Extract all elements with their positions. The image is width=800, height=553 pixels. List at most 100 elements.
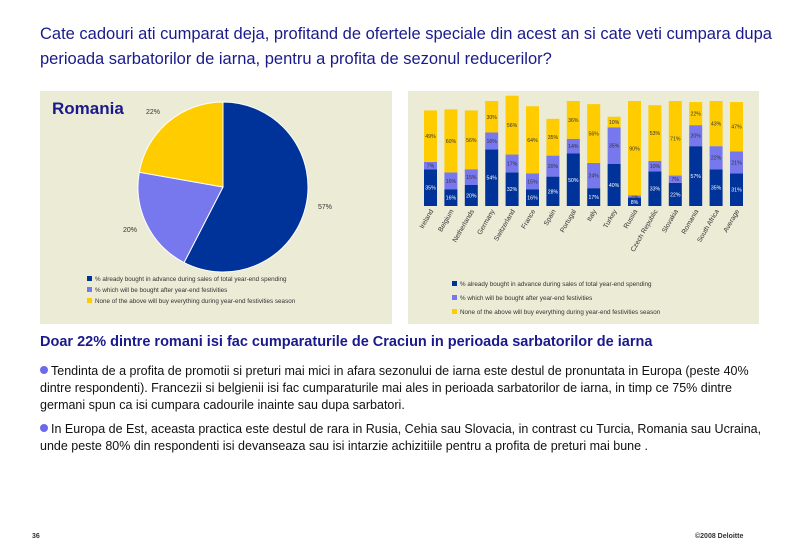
bar-segment [424,110,437,162]
bar-value-label: 2% [631,195,639,201]
bar-segment [546,176,560,206]
category-tick-label: South Africa [696,208,720,243]
bullet-icon [40,366,48,374]
bar-segment [546,155,560,177]
bar-segment [689,102,703,126]
bar-value-label: 17% [507,161,518,167]
bar-segment [464,110,478,170]
bar-value-label: 40% [609,183,620,189]
bar-value-label: 56% [466,138,477,144]
bar-value-label: 54% [487,176,498,182]
page-number: 36 [32,533,40,540]
category-tick-label: Average [723,208,742,234]
bar-segment [648,171,662,206]
bar-value-label: 14% [568,144,579,150]
bar-segment [689,125,703,147]
category-tick-label: Switzerland [493,208,517,242]
bar-value-label: 53% [650,131,661,137]
bar-segment [607,164,621,206]
bar-value-label: 16% [487,139,498,145]
bar-segment [668,175,682,183]
category-tick-label: France [521,208,538,230]
bar-value-label: 20% [691,134,702,140]
bar-segment [730,173,743,206]
bar-segment [505,172,519,206]
pie-title: Romania [52,99,124,118]
bar-value-label: 50% [568,178,579,184]
bar-value-label: 57% [691,174,702,180]
legend-swatch [452,281,457,286]
bullet-icon [40,424,48,432]
bar-segment [648,160,662,172]
bar-segment [444,189,458,206]
bullet-paragraph: Tendinta de a profita de promotii si pre… [40,363,768,414]
bar-value-label: 7% [427,164,435,170]
pie-value-label: 57% [318,204,332,211]
bar-value-label: 64% [527,138,538,144]
bar-value-label: 56% [507,123,518,129]
section-subtitle: Doar 22% dintre romani isi fac cumparatu… [40,334,653,350]
bar-value-label: 16% [527,196,538,202]
bar-value-label: 21% [731,160,742,166]
bar-value-label: 20% [548,164,559,170]
legend-label: % already bought in advance during sales… [460,281,652,288]
bar-value-label: 32% [507,187,518,193]
category-tick-label: Belgium [437,208,456,233]
bar-value-label: 30% [487,115,498,121]
pie-slice [183,101,309,273]
bar-segment [485,149,499,206]
bar-value-label: 71% [670,136,681,142]
legend-swatch [452,309,457,314]
bar-segment [444,109,458,173]
bar-value-label: 35% [609,144,620,150]
bar-segment [587,104,601,163]
bar-value-label: 22% [670,192,681,198]
category-tick-label: Slovakia [661,208,680,234]
bar-segment [526,189,539,206]
category-tick-label: Germany [476,208,496,236]
bar-segment [566,153,580,206]
page-title: Cate cadouri ati cumparat deja, profitan… [40,25,772,68]
category-tick-label: Netherlands [452,208,477,244]
bar-segment [424,169,437,206]
bar-value-label: 16% [446,179,457,185]
bar-segment [668,101,682,176]
bar-value-label: 15% [527,179,538,185]
bar-segment [566,101,580,139]
category-tick-label: Romania [681,208,701,235]
bar-value-label: 7% [672,177,680,183]
legend-label: % which will be bought after year-end fe… [95,287,227,294]
bar-value-label: 16% [446,196,457,202]
bar-segment [546,118,560,156]
bar-segment [526,106,539,174]
bar-value-label: 60% [446,139,457,145]
legend-label: % which will be bought after year-end fe… [460,295,592,302]
legend-swatch [87,287,92,292]
bar-value-label: 8% [631,200,639,206]
bar-segment [587,162,601,189]
category-tick-label: Italy [586,208,599,223]
category-tick-label: Turkey [603,208,620,230]
bar-value-label: 33% [650,187,661,193]
bar-segment [628,197,641,206]
bar-value-label: 31% [731,188,742,194]
bar-segment [607,127,621,164]
bar-value-label: 28% [548,189,559,195]
bar-value-label: 17% [589,195,600,201]
bar-segment [709,101,723,147]
bar-value-label: 24% [589,174,600,180]
bar-value-label: 22% [691,112,702,118]
bar-segment [444,172,458,190]
bar-value-label: 43% [711,122,722,128]
bullet-text: Tendinta de a profita de promotii si pre… [40,364,749,412]
pie-value-label: 22% [146,109,160,116]
bar-segment [730,102,743,152]
legend-swatch [87,276,92,281]
bar-value-label: 47% [731,125,742,131]
bar-value-label: 10% [650,164,661,170]
bar-chart-panel: 35% 7% 49% Ireland 16% 16% 60% Belgium 20% 15% 56%… [408,91,759,324]
bar-value-label: 36% [568,118,579,124]
bar-segment [505,154,519,173]
bar-value-label: 35% [548,135,559,141]
bar-segment [628,101,641,196]
